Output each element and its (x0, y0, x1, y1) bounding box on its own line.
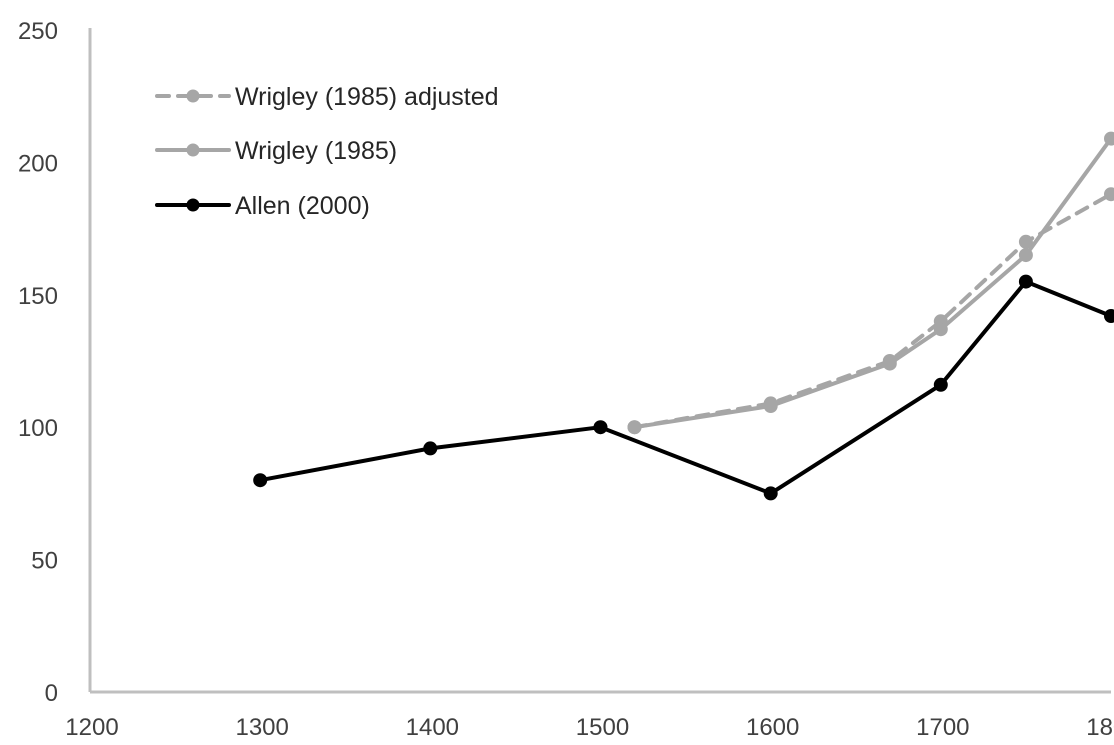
y-tick-label: 150 (18, 283, 58, 310)
data-point (423, 441, 438, 456)
x-tick-label: 1800 (1086, 714, 1114, 741)
legend: Wrigley (1985) adjusted Wrigley (1985) All… (155, 83, 499, 220)
legend-marker (186, 198, 200, 212)
data-point (933, 322, 948, 337)
data-point (1104, 187, 1114, 202)
x-tick-label: 1600 (746, 714, 799, 741)
legend-item: Wrigley (1985) (155, 137, 397, 165)
data-point (882, 356, 897, 371)
series-layer (253, 131, 1114, 501)
y-tick-label: 100 (18, 415, 58, 442)
data-point (763, 399, 778, 413)
data-point (253, 473, 268, 488)
x-tick-label: 1700 (916, 714, 969, 741)
data-point (1018, 248, 1033, 263)
y-tick-labels: 0 50 100 150 200 250 (18, 18, 58, 707)
axes (88, 28, 1111, 694)
x-tick-labels: 1200 1300 1400 1500 1600 1700 1800 (65, 714, 1114, 741)
series-line (632, 192, 1113, 430)
x-tick-label: 1500 (576, 714, 629, 741)
y-tick-label: 50 (31, 548, 58, 575)
legend-label: Wrigley (1985) (235, 137, 397, 165)
data-point (593, 420, 608, 435)
data-point (1104, 309, 1114, 323)
data-point (763, 486, 778, 501)
series-2 (253, 274, 1114, 501)
data-point (1104, 131, 1114, 146)
legend-item: Allen (2000) (155, 192, 370, 220)
y-tick-label: 200 (18, 150, 58, 177)
data-point (627, 420, 642, 435)
y-tick-label: 250 (18, 18, 58, 45)
legend-label: Wrigley (1985) adjusted (235, 83, 499, 111)
legend-item: Wrigley (1985) adjusted (155, 83, 499, 111)
series-0 (627, 187, 1114, 435)
legend-marker (186, 143, 200, 157)
y-tick-label: 0 (45, 680, 58, 707)
data-point (933, 377, 948, 392)
legend-label: Allen (2000) (235, 192, 370, 220)
x-tick-label: 1400 (406, 714, 459, 741)
legend-marker (186, 89, 200, 103)
x-tick-label: 1300 (235, 714, 288, 741)
series-line (258, 279, 1113, 496)
series-line (632, 136, 1113, 430)
series-1 (627, 131, 1114, 435)
x-tick-label: 1200 (65, 714, 118, 741)
data-point (1018, 274, 1033, 289)
